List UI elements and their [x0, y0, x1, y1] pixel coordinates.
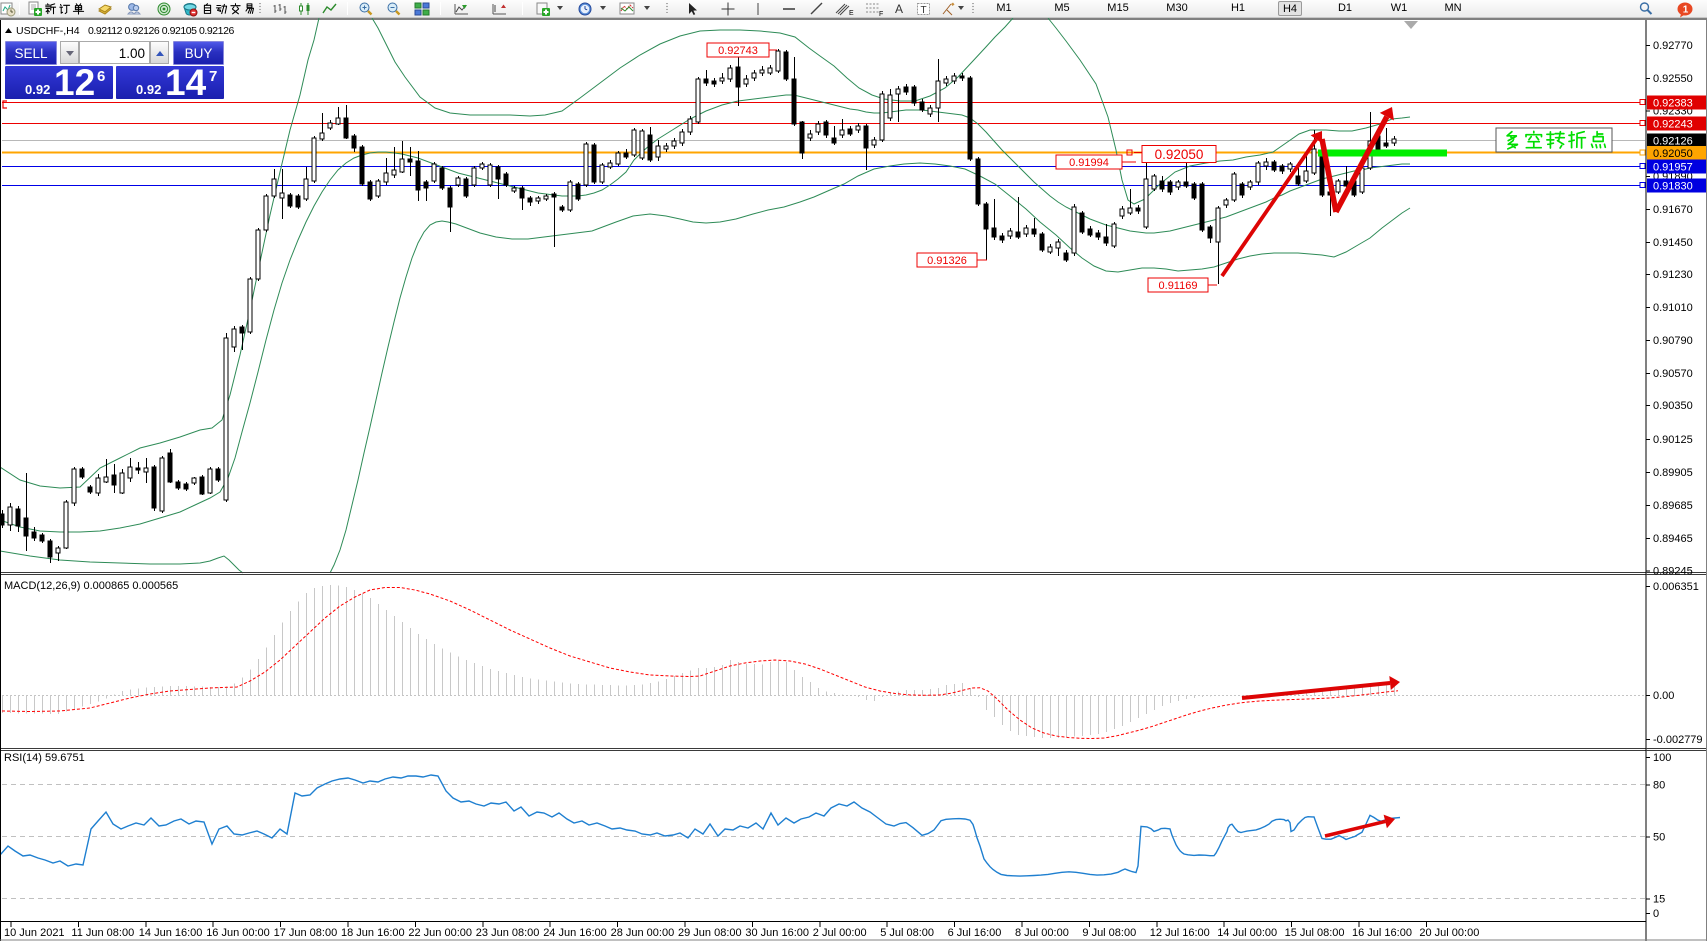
svg-text:0.89905: 0.89905	[1653, 467, 1693, 479]
svg-text:0.92743: 0.92743	[718, 45, 758, 57]
svg-text:0.90350: 0.90350	[1653, 400, 1693, 412]
svg-text:0: 0	[1653, 908, 1659, 920]
svg-text:0.91169: 0.91169	[1159, 280, 1198, 292]
svg-text:MACD(12,26,9) 0.000865 0.00056: MACD(12,26,9) 0.000865 0.000565	[4, 580, 178, 592]
svg-text:15: 15	[1653, 894, 1665, 906]
svg-text:RSI(14) 59.6751: RSI(14) 59.6751	[4, 752, 85, 764]
svg-text:A: A	[895, 2, 903, 16]
svg-text:F: F	[879, 11, 883, 17]
svg-text:0.89465: 0.89465	[1653, 533, 1693, 545]
svg-text:8 Jul 00:00: 8 Jul 00:00	[1015, 927, 1069, 939]
svg-text:0.92550: 0.92550	[1653, 73, 1693, 85]
svg-text:17 Jun 08:00: 17 Jun 08:00	[274, 927, 338, 939]
svg-text:0.92112 0.92126 0.92105 0.9212: 0.92112 0.92126 0.92105 0.92126	[88, 25, 234, 37]
svg-text:0.89685: 0.89685	[1653, 500, 1693, 512]
svg-text:0.91957: 0.91957	[1653, 162, 1693, 174]
svg-text:18 Jun 16:00: 18 Jun 16:00	[341, 927, 405, 939]
svg-text:20 Jul 00:00: 20 Jul 00:00	[1419, 927, 1479, 939]
svg-text:0.92050: 0.92050	[1653, 148, 1693, 160]
svg-text:29 Jun 08:00: 29 Jun 08:00	[678, 927, 742, 939]
svg-text:28 Jun 00:00: 28 Jun 00:00	[611, 927, 675, 939]
svg-text:-0.002779: -0.002779	[1653, 734, 1703, 746]
svg-text:0.91326: 0.91326	[927, 255, 967, 267]
svg-text:16 Jul 16:00: 16 Jul 16:00	[1352, 927, 1412, 939]
svg-text:E: E	[849, 10, 854, 17]
svg-text:0.92383: 0.92383	[1653, 98, 1693, 110]
svg-text:0.89245: 0.89245	[1653, 566, 1693, 578]
svg-text:6 Jul 16:00: 6 Jul 16:00	[948, 927, 1002, 939]
svg-text:0.006351: 0.006351	[1653, 581, 1699, 593]
svg-text:T: T	[921, 5, 927, 16]
svg-text:0.91010: 0.91010	[1653, 302, 1693, 314]
svg-text:0.92243: 0.92243	[1653, 119, 1693, 131]
svg-text:0.90790: 0.90790	[1653, 335, 1693, 347]
svg-text:14 Jun 16:00: 14 Jun 16:00	[139, 927, 203, 939]
svg-text:0.91830: 0.91830	[1653, 181, 1693, 193]
svg-text:14 Jul 00:00: 14 Jul 00:00	[1217, 927, 1277, 939]
svg-text:100: 100	[1653, 752, 1671, 764]
svg-text:80: 80	[1653, 780, 1665, 792]
svg-text:15 Jul 08:00: 15 Jul 08:00	[1285, 927, 1345, 939]
svg-text:0.91450: 0.91450	[1653, 237, 1693, 249]
svg-text:12 Jul 16:00: 12 Jul 16:00	[1150, 927, 1210, 939]
svg-text:1: 1	[1683, 5, 1689, 16]
svg-text:5 Jul 08:00: 5 Jul 08:00	[880, 927, 934, 939]
svg-text:0.92770: 0.92770	[1653, 40, 1693, 52]
svg-text:50: 50	[1653, 832, 1665, 844]
svg-text:9 Jul 08:00: 9 Jul 08:00	[1082, 927, 1136, 939]
svg-text:24 Jun 16:00: 24 Jun 16:00	[543, 927, 607, 939]
svg-text:0.92126: 0.92126	[1653, 136, 1693, 148]
svg-text:0.00: 0.00	[1653, 690, 1674, 702]
svg-text:30 Jun 16:00: 30 Jun 16:00	[745, 927, 809, 939]
svg-text:0.91994: 0.91994	[1069, 157, 1109, 169]
svg-text:USDCHF-,H4: USDCHF-,H4	[16, 25, 80, 37]
svg-text:2 Jul 00:00: 2 Jul 00:00	[813, 927, 867, 939]
svg-text:11 Jun 08:00: 11 Jun 08:00	[71, 927, 134, 939]
svg-text:0.90125: 0.90125	[1653, 434, 1693, 446]
svg-text:16 Jun 00:00: 16 Jun 00:00	[206, 927, 270, 939]
svg-text:0.91670: 0.91670	[1653, 204, 1693, 216]
svg-text:22 Jun 00:00: 22 Jun 00:00	[408, 927, 472, 939]
svg-text:10 Jun 2021: 10 Jun 2021	[4, 927, 65, 939]
svg-text:23 Jun 08:00: 23 Jun 08:00	[476, 927, 540, 939]
svg-text:0.92050: 0.92050	[1155, 147, 1204, 162]
svg-text:0.90570: 0.90570	[1653, 368, 1693, 380]
svg-text:0.91230: 0.91230	[1653, 269, 1693, 281]
